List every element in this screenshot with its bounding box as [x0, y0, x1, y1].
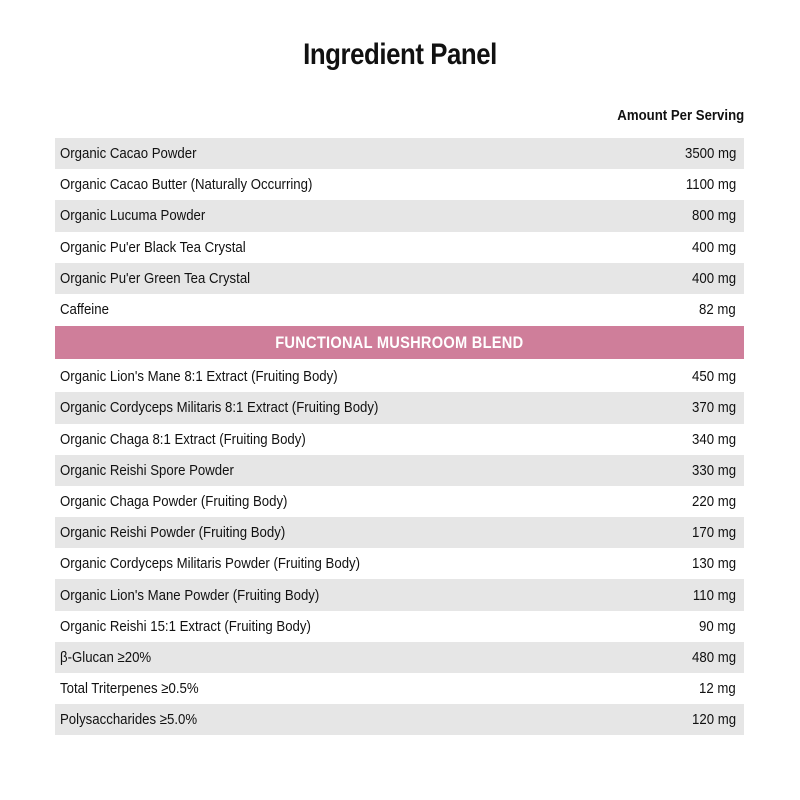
ingredient-name: Organic Reishi Spore Powder — [60, 461, 234, 479]
ingredient-amount: 480 mg — [691, 648, 736, 666]
ingredient-amount: 3500 mg — [684, 145, 736, 163]
ingredient-name: Organic Cacao Butter (Naturally Occurrin… — [60, 176, 313, 194]
ingredient-name: Organic Lion's Mane Powder (Fruiting Bod… — [60, 586, 320, 604]
ingredient-row: Organic Cordyceps Militaris Powder (Frui… — [55, 548, 744, 580]
ingredient-name: Organic Chaga 8:1 Extract (Fruiting Body… — [60, 430, 306, 448]
ingredient-name: Organic Reishi Powder (Fruiting Body) — [60, 524, 286, 542]
ingredient-row: Organic Reishi Spore Powder 330 mg — [55, 454, 744, 486]
ingredient-amount: 1100 mg — [685, 176, 736, 194]
ingredient-amount: 82 mg — [699, 301, 736, 319]
blend-ingredient-list: Organic Lion's Mane 8:1 Extract (Fruitin… — [55, 361, 744, 736]
ingredient-name: Organic Lion's Mane 8:1 Extract (Fruitin… — [60, 368, 338, 386]
ingredient-row: Organic Cacao Powder 3500 mg — [55, 138, 744, 170]
ingredient-amount: 170 mg — [691, 524, 736, 542]
ingredient-row: Organic Reishi 15:1 Extract (Fruiting Bo… — [55, 610, 744, 642]
ingredient-amount: 110 mg — [692, 586, 736, 604]
ingredient-name: β-Glucan ≥20% — [60, 648, 152, 666]
ingredient-row: Organic Cordyceps Militaris 8:1 Extract … — [55, 392, 744, 424]
ingredient-amount: 130 mg — [691, 555, 736, 573]
ingredient-amount: 220 mg — [691, 492, 736, 510]
ingredient-name: Organic Pu'er Green Tea Crystal — [60, 269, 251, 287]
ingredient-amount: 120 mg — [691, 711, 736, 729]
ingredient-row: Organic Pu'er Green Tea Crystal 400 mg — [55, 262, 744, 294]
ingredient-amount: 90 mg — [699, 617, 736, 635]
ingredient-name: Organic Cordyceps Militaris 8:1 Extract … — [60, 399, 379, 417]
ingredient-row: Organic Lion's Mane Powder (Fruiting Bod… — [55, 579, 744, 611]
ingredient-row: Polysaccharides ≥5.0% 120 mg — [55, 704, 744, 736]
main-ingredient-list: Organic Cacao Powder 3500 mg Organic Cacao… — [55, 138, 744, 326]
ingredient-name: Organic Cordyceps Militaris Powder (Frui… — [60, 555, 361, 573]
mushroom-blend-header-label: FUNCTIONAL MUSHROOM BLEND — [275, 332, 524, 352]
mushroom-blend-header: FUNCTIONAL MUSHROOM BLEND — [55, 326, 744, 360]
ingredient-amount: 12 mg — [699, 680, 736, 698]
ingredient-name: Organic Pu'er Black Tea Crystal — [60, 238, 246, 256]
ingredient-amount: 330 mg — [691, 461, 736, 479]
ingredient-table: Organic Cacao Powder 3500 mg Organic Cacao… — [55, 138, 744, 736]
ingredient-row: Total Triterpenes ≥0.5% 12 mg — [55, 673, 744, 705]
ingredient-row: Organic Lucuma Powder 800 mg — [55, 200, 744, 232]
page-title: Ingredient Panel — [303, 38, 497, 71]
ingredient-row: Organic Chaga Powder (Fruiting Body) 220 … — [55, 485, 744, 518]
ingredient-amount: 400 mg — [691, 269, 736, 287]
ingredient-row: Organic Reishi Powder (Fruiting Body) 170… — [55, 517, 744, 549]
ingredient-name: Organic Chaga Powder (Fruiting Body) — [60, 492, 288, 510]
ingredient-amount: 450 mg — [691, 368, 736, 386]
ingredient-row: β-Glucan ≥20% 480 mg — [55, 641, 744, 673]
ingredient-name: Total Triterpenes ≥0.5% — [60, 680, 199, 698]
ingredient-row: Organic Cacao Butter (Naturally Occurrin… — [55, 169, 744, 201]
ingredient-amount: 800 mg — [691, 207, 736, 225]
ingredient-name: Polysaccharides ≥5.0% — [60, 711, 198, 729]
ingredient-name: Organic Lucuma Powder — [60, 207, 206, 225]
ingredient-amount: 370 mg — [691, 399, 736, 417]
ingredient-amount: 400 mg — [691, 238, 736, 256]
ingredient-amount: 340 mg — [691, 430, 736, 448]
ingredient-row: Organic Chaga 8:1 Extract (Fruiting Body… — [55, 423, 744, 455]
ingredient-row: Organic Pu'er Black Tea Crystal 400 mg — [55, 231, 744, 263]
ingredient-row: Caffeine 82 mg — [55, 293, 744, 326]
ingredient-row: Organic Lion's Mane 8:1 Extract (Fruitin… — [55, 361, 744, 393]
amount-column-header: Amount Per Serving — [617, 107, 744, 124]
ingredient-name: Organic Cacao Powder — [60, 145, 197, 163]
ingredient-name: Organic Reishi 15:1 Extract (Fruiting Bo… — [60, 617, 311, 635]
ingredient-name: Caffeine — [60, 301, 109, 319]
